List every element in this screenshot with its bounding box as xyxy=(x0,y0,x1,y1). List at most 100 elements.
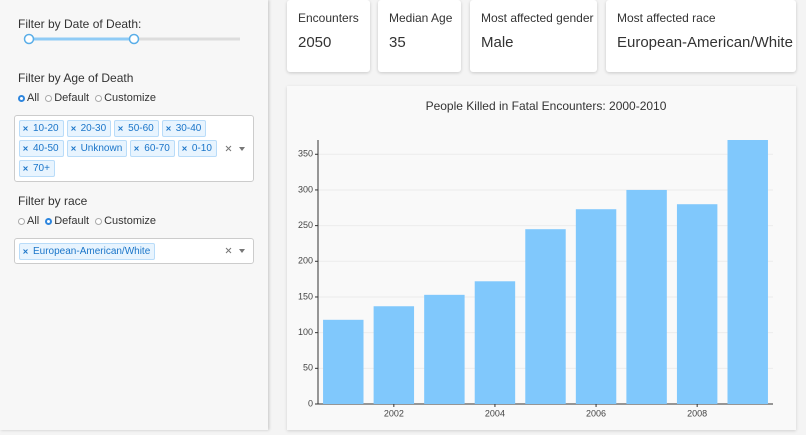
y-tick-label: 100 xyxy=(298,327,313,337)
x-tick-label: 2004 xyxy=(485,408,505,418)
stat-card: Median Age 35 xyxy=(378,0,461,72)
bar xyxy=(525,229,566,404)
radio-dot[interactable] xyxy=(45,217,53,225)
stat-card: Most affected race European-American/Whit… xyxy=(606,0,796,72)
tag-label: 50-60 xyxy=(128,123,154,134)
card-value: 35 xyxy=(389,34,406,51)
chart: People Killed in Fatal Encounters: 2000-… xyxy=(298,99,773,418)
radio-label: Default xyxy=(54,215,90,227)
stat-card: Encounters 2050 xyxy=(287,0,370,72)
tag-label: 60-70 xyxy=(144,143,170,154)
bar xyxy=(323,319,364,404)
radio-option[interactable]: Default xyxy=(45,92,89,104)
tag-label: Unknown xyxy=(80,143,123,154)
y-tick-label: 0 xyxy=(308,398,313,408)
tag-label: 10-20 xyxy=(33,123,59,134)
y-tick-label: 350 xyxy=(298,149,313,159)
radio-option[interactable]: All xyxy=(18,215,39,227)
remove-icon[interactable] xyxy=(70,146,76,151)
radio-option[interactable]: All xyxy=(18,92,39,104)
tag[interactable]: 0-10 xyxy=(177,140,217,157)
radio-dot[interactable] xyxy=(95,217,103,225)
bar xyxy=(727,140,768,404)
remove-icon[interactable] xyxy=(134,146,140,151)
remove-icon[interactable] xyxy=(118,126,124,131)
tag-list: 10-20 20-30 50-60 30-40 40-50 Unknown 60-70 0-1… xyxy=(15,116,253,181)
tag-label: 40-50 xyxy=(33,143,59,154)
y-tick-label: 200 xyxy=(298,256,313,266)
radio-label: All xyxy=(27,92,40,104)
date-slider[interactable] xyxy=(20,32,250,46)
radio-group: All Default Customize xyxy=(18,92,156,104)
chart-panel: People Killed in Fatal Encounters: 2000-… xyxy=(287,86,796,430)
bar xyxy=(575,209,617,404)
radio-label: Customize xyxy=(104,92,157,104)
chart-title: People Killed in Fatal Encounters: 2000-… xyxy=(426,99,667,113)
tag[interactable]: 40-50 xyxy=(19,140,64,157)
filter-label: Filter by Date of Death: xyxy=(18,17,142,31)
bar xyxy=(474,281,516,404)
tag[interactable]: Unknown xyxy=(66,140,128,157)
radio-option[interactable]: Customize xyxy=(95,215,156,227)
sidebar: Filter by Date of Death: Filter by Age o… xyxy=(0,0,268,430)
x-tick-label: 2006 xyxy=(586,408,606,418)
card-label: Median Age xyxy=(389,11,453,25)
tag[interactable]: European-American/White xyxy=(19,243,156,260)
remove-icon[interactable] xyxy=(23,166,28,171)
radio-group: All Default Customize xyxy=(18,215,156,227)
tag-label: European-American/White xyxy=(33,246,151,257)
filter-label: Filter by Age of Death xyxy=(18,71,134,85)
radio-dot[interactable] xyxy=(18,217,25,225)
card-label: Most affected race xyxy=(617,11,716,25)
y-tick-label: 250 xyxy=(298,220,313,230)
x-tick-label: 2008 xyxy=(687,408,707,418)
y-tick-label: 50 xyxy=(303,363,313,373)
card-label: Most affected gender xyxy=(481,11,594,25)
tag[interactable]: 50-60 xyxy=(114,120,159,137)
bar xyxy=(424,294,465,404)
select-controls[interactable] xyxy=(225,247,247,255)
tag[interactable]: 10-20 xyxy=(19,120,64,137)
x-tick-label: 2002 xyxy=(384,408,404,418)
radio-label: Default xyxy=(54,92,90,104)
tag[interactable]: 20-30 xyxy=(66,120,112,137)
bar xyxy=(373,306,415,404)
tag[interactable]: 60-70 xyxy=(130,140,175,157)
remove-icon[interactable] xyxy=(23,126,28,131)
radio-label: All xyxy=(27,215,40,227)
card-value: 2050 xyxy=(298,34,332,51)
radio-option[interactable]: Default xyxy=(45,215,89,227)
tag-select[interactable]: European-American/White xyxy=(14,238,254,264)
card-value: Male xyxy=(481,34,514,51)
tag-label: 30-40 xyxy=(175,123,202,134)
tag-list: European-American/White xyxy=(15,239,253,264)
y-tick-label: 150 xyxy=(298,291,313,301)
radio-label: Customize xyxy=(104,215,157,227)
tag[interactable]: 70+ xyxy=(19,160,55,177)
select-controls[interactable] xyxy=(225,145,247,153)
bar xyxy=(676,204,718,404)
slider-handle[interactable] xyxy=(23,33,35,45)
remove-icon[interactable] xyxy=(70,126,76,131)
remove-icon[interactable] xyxy=(23,146,28,151)
radio-dot[interactable] xyxy=(95,94,103,102)
card-label: Encounters xyxy=(298,11,359,25)
remove-icon[interactable] xyxy=(23,249,28,254)
stat-card: Most affected gender Male xyxy=(470,0,597,72)
remove-icon[interactable] xyxy=(182,146,187,151)
bar xyxy=(626,189,667,404)
filter-label: Filter by race xyxy=(18,194,88,208)
tag-label: 70+ xyxy=(33,163,50,174)
tag-label: 0-10 xyxy=(191,143,212,154)
y-tick-label: 300 xyxy=(298,184,313,194)
tag-select[interactable]: 10-20 20-30 50-60 30-40 40-50 Unknown 60-70 0-1… xyxy=(14,115,254,182)
tag-label: 20-30 xyxy=(80,123,107,134)
card-value: European-American/White xyxy=(617,34,793,51)
remove-icon[interactable] xyxy=(165,126,171,131)
radio-option[interactable]: Customize xyxy=(95,92,156,104)
tag[interactable]: 30-40 xyxy=(161,120,207,137)
radio-dot[interactable] xyxy=(45,94,53,102)
slider-handle[interactable] xyxy=(128,33,140,45)
radio-dot[interactable] xyxy=(18,94,25,102)
